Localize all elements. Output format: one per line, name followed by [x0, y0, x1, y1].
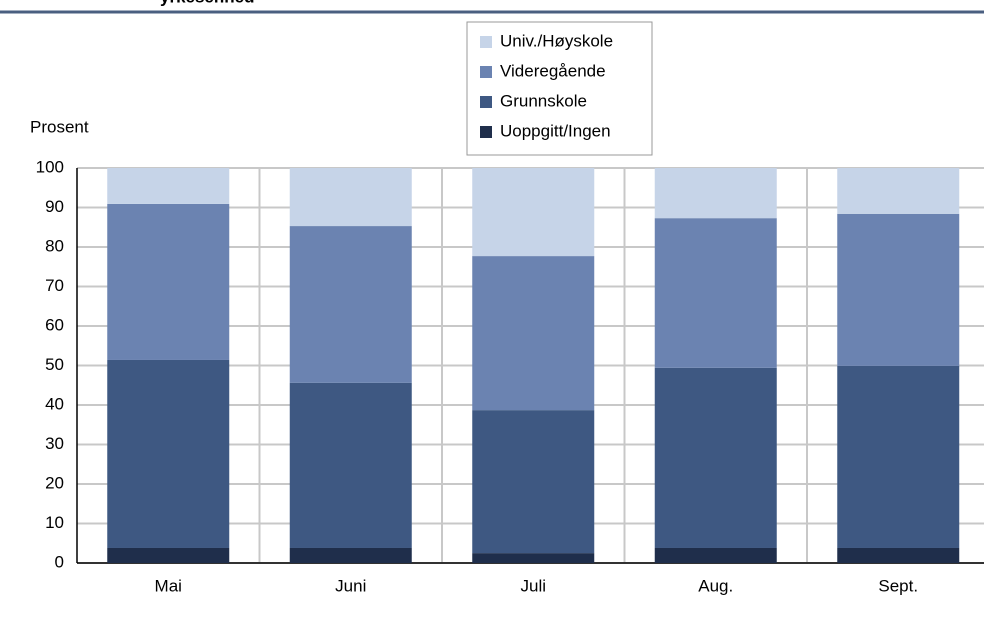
y-axis-label: Prosent: [30, 117, 89, 136]
y-tick-label: 60: [45, 315, 64, 334]
bar-segment: [837, 213, 960, 366]
x-tick-label: Juli: [520, 576, 546, 595]
bar-segment: [107, 359, 230, 548]
bar-segment: [289, 382, 412, 548]
legend-label: Grunnskole: [500, 91, 587, 110]
bar-segment: [654, 168, 777, 219]
y-tick-label: 70: [45, 276, 64, 295]
chart-title: yrkesenhed: [160, 0, 255, 6]
legend-swatch: [480, 36, 492, 48]
x-tick-label: Sept.: [878, 576, 918, 595]
y-tick-label: 40: [45, 394, 64, 413]
legend-swatch: [480, 126, 492, 138]
y-tick-label: 80: [45, 236, 64, 255]
legend-swatch: [480, 66, 492, 78]
legend-box: [466, 21, 653, 156]
x-tick-label: Mai: [155, 576, 182, 595]
bar-segment: [107, 203, 230, 360]
bar-segment: [107, 547, 230, 563]
bar-segment: [472, 256, 595, 411]
y-tick-label: 20: [45, 473, 64, 492]
bar-segment: [472, 410, 595, 554]
y-tick-label: 30: [45, 434, 64, 453]
y-tick-label: 0: [55, 552, 64, 571]
bar-segment: [289, 168, 412, 227]
bar-segment: [289, 547, 412, 563]
y-tick-label: 50: [45, 355, 64, 374]
bar-segment: [472, 553, 595, 563]
y-tick-label: 100: [36, 157, 64, 176]
bar-segment: [837, 365, 960, 548]
bar-segment: [654, 218, 777, 368]
legend-label: Univ./Høyskole: [500, 31, 613, 50]
bar-segment: [107, 168, 230, 204]
bar-segment: [289, 226, 412, 383]
x-tick-label: Aug.: [698, 576, 733, 595]
bar-segment: [837, 168, 960, 214]
y-tick-label: 10: [45, 513, 64, 532]
legend-label: Uoppgitt/Ingen: [500, 121, 611, 140]
x-tick-label: Juni: [335, 576, 366, 595]
y-tick-label: 90: [45, 197, 64, 216]
legend-label: Videregående: [500, 61, 606, 80]
bar-segment: [654, 367, 777, 548]
legend-swatch: [480, 96, 492, 108]
bar-segment: [837, 547, 960, 563]
bar-segment: [654, 547, 777, 563]
bar-segment: [472, 168, 595, 257]
